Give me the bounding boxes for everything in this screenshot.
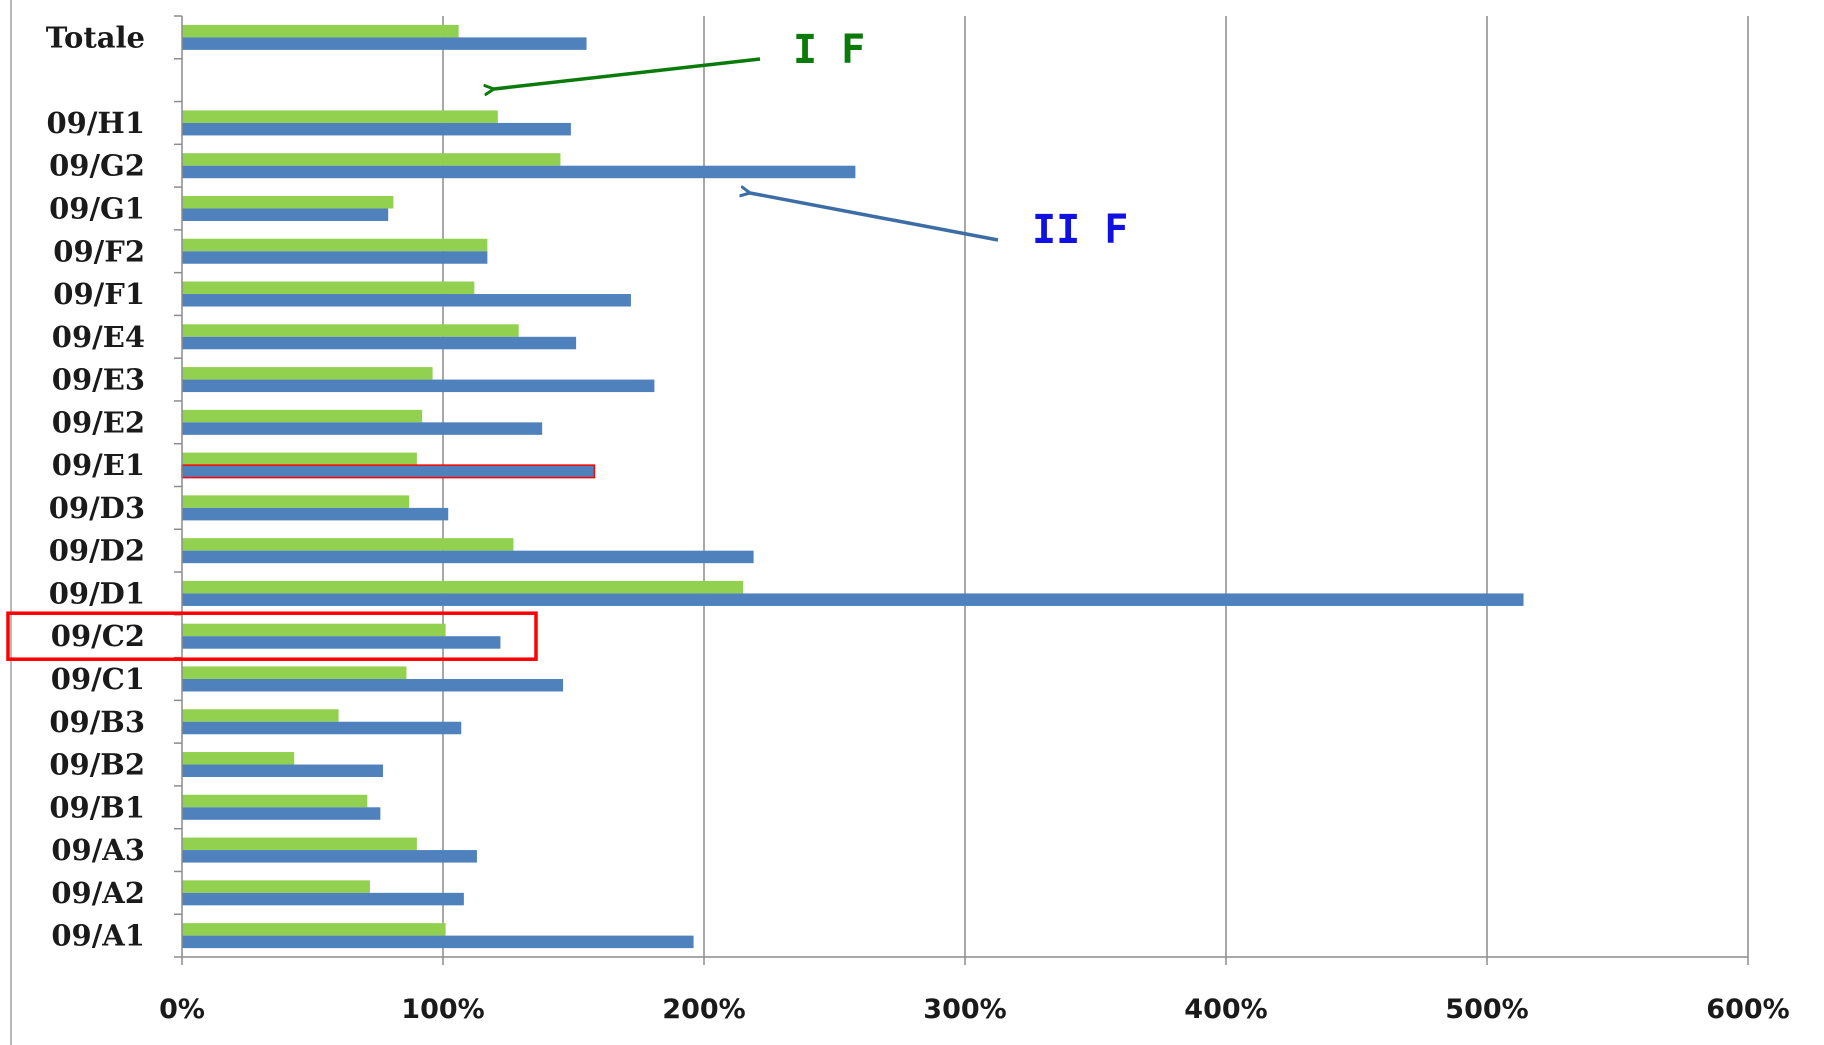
bar-green-09/E1 bbox=[182, 452, 417, 466]
category-label: 09/G1 bbox=[49, 191, 145, 225]
category-label: 09/C2 bbox=[51, 619, 145, 653]
bar-green-09/D2 bbox=[182, 538, 514, 551]
x-tick-label: 600% bbox=[1706, 994, 1789, 1025]
x-tick-label: 300% bbox=[923, 994, 1006, 1025]
category-label: 09/E3 bbox=[52, 363, 145, 397]
bar-blue-09/F1 bbox=[182, 294, 631, 307]
bar-blue-09/D3 bbox=[182, 507, 449, 521]
category-label: 09/E2 bbox=[52, 405, 145, 439]
bar-blue-09/E4 bbox=[182, 336, 577, 350]
bar-green-09/G1 bbox=[182, 195, 394, 209]
bar-blue-09/G2 bbox=[182, 165, 856, 179]
bar-green-09/E4 bbox=[182, 324, 519, 337]
bar-green-09/A3 bbox=[182, 837, 417, 851]
arrow-if bbox=[494, 57, 761, 89]
bar-green-09/D1 bbox=[182, 580, 744, 594]
category-label: 09/D3 bbox=[49, 491, 145, 525]
bar-blue-09/H1 bbox=[182, 122, 571, 136]
x-tick-label: 0% bbox=[159, 994, 205, 1025]
bar-blue-09/E1 bbox=[181, 464, 596, 479]
category-label: 09/A2 bbox=[51, 876, 145, 910]
annotations: I F II F bbox=[494, 27, 1128, 253]
highlight-rectangle bbox=[6, 611, 538, 661]
bar-blue-09/A2 bbox=[182, 892, 464, 906]
bar-green-09/B3 bbox=[182, 709, 339, 722]
arrow-iif bbox=[750, 193, 999, 242]
category-label: 09/G2 bbox=[49, 149, 145, 183]
annotation-if: I F bbox=[793, 27, 865, 73]
gridlines bbox=[442, 16, 1749, 957]
category-label: 09/D2 bbox=[49, 534, 145, 568]
category-label: 09/E4 bbox=[52, 320, 145, 354]
category-label: 09/E1 bbox=[52, 448, 145, 482]
bar-blue-09/A3 bbox=[182, 850, 477, 863]
category-label: 09/B1 bbox=[49, 790, 145, 824]
bar-blue-09/A1 bbox=[182, 935, 694, 949]
category-label: 09/F2 bbox=[53, 234, 145, 268]
bar-green-09/B2 bbox=[182, 752, 295, 765]
annotation-iif: II F bbox=[1032, 207, 1128, 253]
bar-blue-09/E3 bbox=[182, 379, 655, 393]
axes bbox=[174, 15, 1749, 965]
category-label: 09/D1 bbox=[49, 576, 145, 610]
highlight-box bbox=[6, 611, 538, 661]
bar-blue-09/F2 bbox=[182, 251, 488, 264]
bar-green-09/A2 bbox=[182, 880, 370, 893]
bar-blue-09/C2 bbox=[182, 636, 501, 649]
bar-blue-09/E2 bbox=[182, 422, 543, 435]
category-label: 09/A1 bbox=[51, 919, 145, 953]
bar-green-09/E2 bbox=[182, 409, 423, 423]
category-label: 09/H1 bbox=[46, 106, 145, 140]
bar-green-Totale bbox=[182, 24, 459, 38]
bar-green-09/D3 bbox=[182, 495, 410, 508]
bar-green-09/A1 bbox=[182, 923, 446, 936]
bar-green-09/E3 bbox=[182, 367, 433, 380]
category-labels: 09/A1 09/A2 09/A3 09/B1 09/B2 09/B3 09/C1 09/C2… bbox=[46, 20, 145, 952]
bar-blue-09/G1 bbox=[182, 208, 389, 221]
x-tick-label: 100% bbox=[401, 994, 484, 1025]
category-label: Totale bbox=[46, 20, 145, 54]
bar-green-09/C2 bbox=[182, 623, 446, 637]
category-label: 09/B3 bbox=[49, 705, 145, 739]
x-tick-labels: 0% 100% 200% 300% 400% 500% 600% bbox=[159, 994, 1790, 1025]
bar-blue-Totale bbox=[182, 37, 587, 50]
bar-green-09/B1 bbox=[182, 794, 368, 808]
bars bbox=[181, 24, 1524, 949]
category-label: 09/F1 bbox=[53, 277, 145, 311]
bar-green-09/F1 bbox=[182, 281, 475, 295]
bar-green-09/F2 bbox=[182, 238, 488, 252]
bar-green-09/G2 bbox=[182, 153, 561, 166]
x-tick-label: 200% bbox=[662, 994, 745, 1025]
x-tick-label: 400% bbox=[1184, 994, 1267, 1025]
bar-blue-09/D1 bbox=[182, 593, 1524, 606]
category-label: 09/C1 bbox=[51, 662, 145, 696]
bar-blue-09/B3 bbox=[182, 721, 462, 735]
bar-blue-09/B1 bbox=[182, 807, 381, 820]
category-label: 09/A3 bbox=[51, 833, 145, 867]
bar-green-09/C1 bbox=[182, 666, 407, 679]
bar-blue-09/C1 bbox=[182, 678, 564, 692]
bar-blue-09/B2 bbox=[182, 764, 383, 778]
category-label: 09/B2 bbox=[49, 748, 145, 782]
x-tick-label: 500% bbox=[1445, 994, 1528, 1025]
bar-green-09/H1 bbox=[182, 110, 498, 123]
bar-blue-09/D2 bbox=[182, 550, 754, 564]
